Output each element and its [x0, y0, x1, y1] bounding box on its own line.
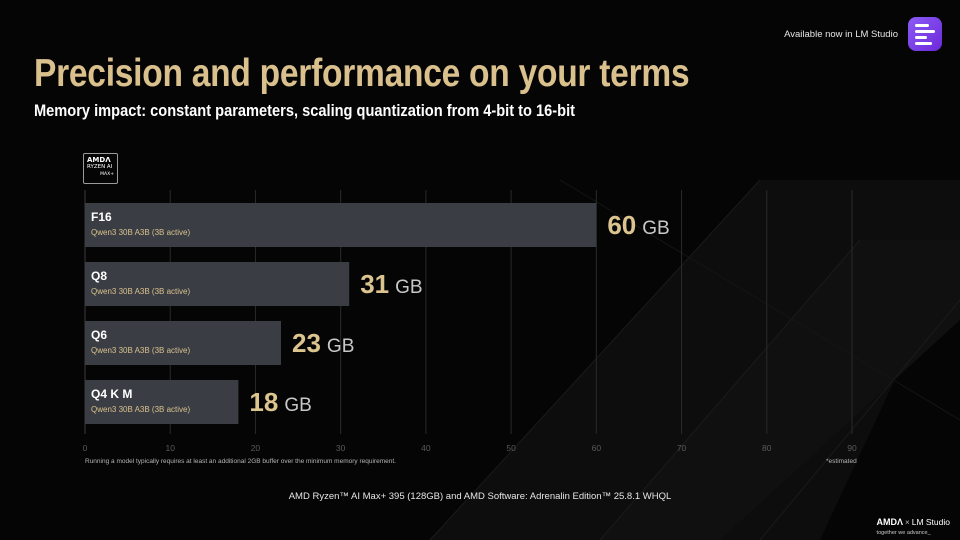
bar-value-unit: GB — [642, 218, 669, 239]
availability-text: Available now in LM Studio — [784, 28, 898, 40]
page-title: Precision and performance on your terms — [34, 52, 690, 95]
bar-value-unit: GB — [395, 277, 422, 298]
badge-line-3: MAX+ — [100, 171, 114, 177]
x-tick-label: 80 — [762, 443, 772, 453]
bar-category-label: Q6 — [91, 328, 107, 342]
bar-category-label: Q4 K M — [91, 387, 132, 401]
bar-value-number: 60 — [607, 210, 636, 240]
amd-ryzen-ai-max-badge: AMDΛ RYZEN AI MAX+ — [83, 153, 118, 184]
bar-value-number: 31 — [360, 269, 389, 299]
x-tick-label: 10 — [165, 443, 175, 453]
bar — [85, 380, 239, 424]
badge-line-2: RYZEN AI — [87, 164, 113, 170]
bar-value-label: 23 GB — [292, 328, 354, 358]
bar-value-label: 60 GB — [607, 210, 669, 240]
availability-banner: Available now in LM Studio — [784, 17, 942, 51]
x-tick-label: 20 — [251, 443, 261, 453]
x-tick-label: 70 — [677, 443, 687, 453]
bar-category-label: Q8 — [91, 269, 107, 283]
x-tick-label: 50 — [506, 443, 516, 453]
bar-sublabel: Qwen3 30B A3B (3B active) — [91, 228, 191, 237]
page-subtitle: Memory impact: constant parameters, scal… — [34, 101, 576, 120]
x-tick-label: 90 — [847, 443, 857, 453]
bar-sublabel: Qwen3 30B A3B (3B active) — [91, 287, 191, 296]
estimated-note: *estimated — [826, 458, 857, 465]
bar-value-unit: GB — [284, 395, 311, 416]
x-tick-label: 60 — [592, 443, 602, 453]
bar — [85, 203, 597, 247]
bar — [85, 321, 282, 365]
footnote: Running a model typically requires at le… — [85, 458, 396, 465]
system-config-text: AMD Ryzen™ AI Max+ 395 (128GB) and AMD S… — [288, 491, 672, 502]
lm-studio-wordmark: LM Studio — [911, 517, 950, 527]
brand-separator: × — [905, 518, 910, 527]
bar-value-label: 31 GB — [360, 269, 422, 299]
bar-value-number: 18 — [249, 387, 278, 417]
bar-value-label: 18 GB — [249, 387, 311, 417]
bar-sublabel: Qwen3 30B A3B (3B active) — [91, 346, 191, 355]
bar-category-label: F16 — [91, 210, 112, 224]
bar — [85, 262, 350, 306]
bar-value-number: 23 — [292, 328, 321, 358]
x-tick-label: 40 — [421, 443, 431, 453]
badge-line-1: AMDΛ — [87, 156, 111, 164]
x-tick-label: 0 — [83, 443, 88, 453]
brand-footer: AMDΛ × LM Studio together we advance_ — [877, 513, 950, 537]
brand-tagline: together we advance_ — [876, 530, 931, 536]
amd-logo: AMDΛ — [876, 517, 904, 527]
lm-studio-logo-icon — [908, 17, 942, 51]
bar-value-unit: GB — [327, 336, 354, 357]
bar-sublabel: Qwen3 30B A3B (3B active) — [91, 405, 191, 414]
x-tick-label: 30 — [336, 443, 346, 453]
